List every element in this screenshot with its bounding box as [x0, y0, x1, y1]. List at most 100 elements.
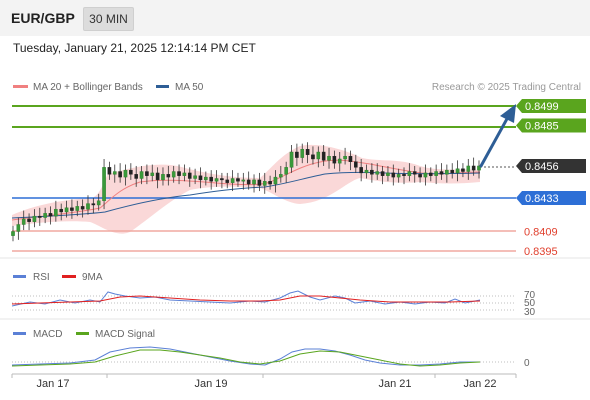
candle-body [337, 158, 342, 164]
level-text-2: 0.8456 [525, 161, 559, 173]
candle-body [64, 207, 69, 213]
chart-header: EUR/GBP 30 MIN [0, 0, 590, 36]
candle-body [364, 169, 369, 174]
candle-body [252, 179, 256, 185]
candle-body [466, 165, 471, 172]
level-text-4: 0.8409 [524, 226, 558, 238]
rsi-legend-label: RSI [33, 272, 50, 283]
candle-body [284, 167, 288, 175]
candle-body [150, 172, 155, 176]
rsi-level-50-label: 50 [524, 298, 536, 309]
candle-body [54, 208, 58, 217]
candle-body [311, 154, 315, 160]
macd-legend-label: MACD [33, 329, 62, 340]
candle-body [16, 224, 21, 232]
candle-body [75, 206, 80, 211]
candle-body [32, 215, 37, 222]
level-label-pivot-3: 0.8433 [516, 191, 586, 206]
candle-body [91, 203, 96, 206]
candle-body [316, 151, 321, 160]
ma50-legend-swatch [156, 85, 169, 88]
level-label-support-4: 0.8409 [524, 226, 558, 238]
candle-body [343, 155, 347, 160]
candle-body [434, 171, 438, 176]
candle-body [21, 218, 26, 225]
level-text-3: 0.8433 [525, 193, 559, 205]
level-label-target-1: 0.8485 [516, 118, 586, 133]
candle-body [300, 149, 305, 158]
candle-body [477, 165, 481, 171]
candle-body [273, 176, 278, 185]
candle-body [295, 151, 299, 158]
candle-body [198, 175, 203, 181]
level-label-support-5: 0.8395 [524, 246, 558, 258]
candle-body [27, 218, 31, 222]
candle-body [471, 165, 476, 171]
candle-body [102, 167, 106, 202]
candle-body [461, 168, 465, 172]
candle-body [236, 178, 240, 182]
signal-legend-label: MACD Signal [95, 329, 155, 340]
forecast-arrow-head [500, 104, 516, 123]
candle-body [359, 167, 363, 174]
candle-body [241, 179, 246, 182]
level-text-5: 0.8395 [524, 246, 558, 258]
candle-body [123, 169, 128, 178]
candle-body [139, 171, 144, 179]
symbol-title: EUR/GBP [11, 10, 75, 26]
candle-body [129, 169, 133, 175]
candle-body [182, 172, 187, 176]
level-tag-1 [516, 118, 586, 133]
candle-body [246, 179, 251, 185]
candle-body [354, 161, 358, 168]
candle-body [423, 172, 428, 178]
candle-body [48, 213, 53, 217]
level-text-0: 0.8499 [525, 101, 559, 113]
x-label-jan17: Jan 17 [36, 378, 69, 390]
chart-canvas[interactable]: MA 20 + Bollinger Bands MA 50 Research ©… [0, 60, 590, 400]
candle-body [214, 178, 219, 182]
macd-signal-line [11, 349, 481, 367]
candle-body [428, 172, 433, 176]
candle-body [289, 151, 294, 168]
candle-body [177, 171, 181, 176]
candle-body [321, 151, 326, 161]
candle-body [70, 207, 74, 211]
candle-body [193, 175, 197, 179]
candle-body [145, 171, 149, 176]
timeframe-button[interactable]: 30 MIN [83, 7, 134, 31]
candle-body [166, 174, 171, 178]
candle-body [107, 167, 112, 175]
candle-body [80, 206, 85, 210]
level-tag-2 [516, 158, 586, 173]
candle-body [161, 174, 165, 181]
candle-body [370, 169, 374, 175]
candle-body [348, 155, 353, 162]
macd-zero-label: 0 [524, 358, 530, 369]
rsi-level-70-label: 70 [524, 290, 536, 301]
x-label-jan22: Jan 22 [463, 378, 496, 390]
candle-body [450, 169, 455, 174]
candle-body [455, 168, 460, 174]
candle-body [230, 178, 235, 183]
candle-body [59, 208, 64, 213]
candle-body [118, 171, 122, 178]
candle-body [112, 171, 117, 175]
candle-body [407, 171, 412, 176]
candle-body [375, 171, 380, 175]
candle-body [279, 174, 283, 178]
bollinger-band-area [12, 144, 480, 234]
rsi-level-30-label: 30 [524, 307, 536, 318]
candle-body [37, 215, 42, 218]
candle-body [418, 174, 422, 178]
x-label-jan21: Jan 21 [378, 378, 411, 390]
candle-body [445, 169, 449, 175]
level-tag-0 [516, 99, 586, 113]
macd-legend-swatch [13, 332, 26, 335]
credit-text: Research © 2025 Trading Central [432, 82, 581, 93]
level-labels: 0.8499 0.8485 0.8456 0.8433 0.8409 0.8395 [516, 99, 586, 258]
candle-body [268, 181, 272, 185]
rsi-legend-swatch [13, 275, 26, 278]
rsi-line [11, 290, 481, 307]
